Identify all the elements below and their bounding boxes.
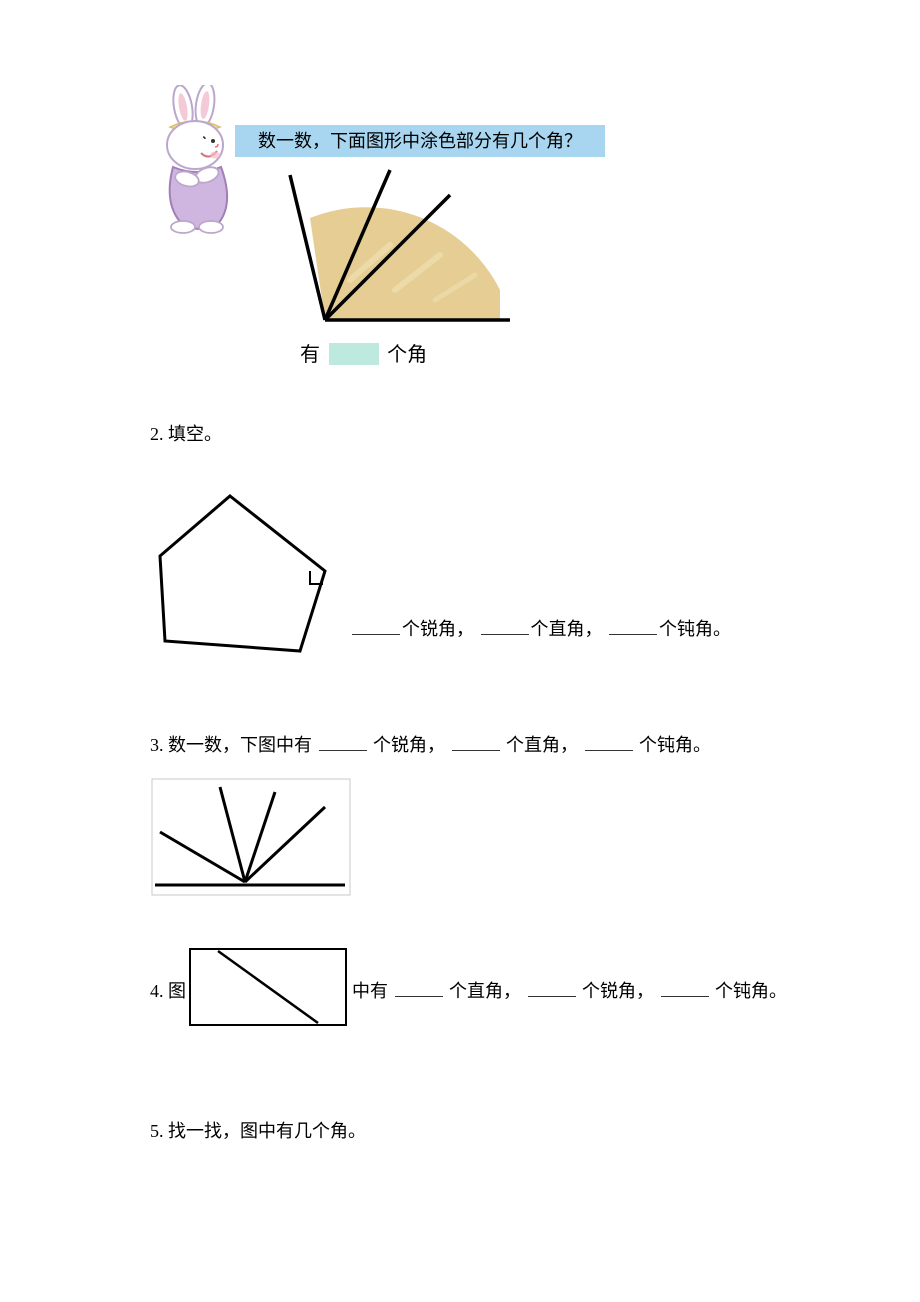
q4-blank-obtuse[interactable] [661, 979, 709, 997]
question-5: 5. 找一找，图中有几个角。 [150, 1117, 810, 1143]
q2-blank-right[interactable] [481, 617, 529, 635]
q4-blank-right[interactable] [395, 979, 443, 997]
question-1: 数一数，下面图形中涂色部分有几个角？ 有 个角 [150, 70, 810, 390]
q3-prompt-3: 个直角， [506, 735, 578, 755]
rabbit-illustration [145, 85, 255, 240]
q1-caption: 有 个角 [300, 338, 427, 367]
question-4: 4. 图 中有 个直角， 个锐角， 个钝角。 [150, 947, 810, 1032]
q4-figure [188, 947, 348, 1032]
q3-prompt-4: 个钝角。 [639, 735, 711, 755]
q2-blank-obtuse[interactable] [609, 617, 657, 635]
q4-blank-acute[interactable] [528, 979, 576, 997]
q2-blank-acute[interactable] [352, 617, 400, 635]
q3-prompt-1: 3. 数一数，下图中有 [150, 735, 312, 755]
q1-banner-text: 数一数，下面图形中涂色部分有几个角？ [258, 131, 582, 151]
q4-text: 中有 个直角， 个锐角， 个钝角。 [352, 977, 787, 1003]
q1-caption-prefix: 有 [300, 344, 320, 366]
q4-num: 4. 图 [150, 977, 186, 1003]
q1-caption-suffix: 个角 [387, 344, 427, 366]
q3-prompt-2: 个锐角， [373, 735, 445, 755]
q1-fill-blank[interactable] [329, 343, 379, 365]
q2-prompt: 2. 填空。 [150, 420, 810, 446]
q1-angle-figure [255, 160, 515, 340]
q2-pentagon [150, 491, 340, 666]
q3-blank-right[interactable] [452, 733, 500, 751]
q2-text: 个锐角， 个直角， 个钝角。 [340, 615, 731, 676]
q3-blank-acute[interactable] [319, 733, 367, 751]
question-3: 3. 数一数，下图中有 个锐角， 个直角， 个钝角。 [150, 731, 810, 757]
question-2: 个锐角， 个直角， 个钝角。 [150, 466, 810, 676]
q3-blank-obtuse[interactable] [585, 733, 633, 751]
q1-banner: 数一数，下面图形中涂色部分有几个角？ [235, 125, 605, 157]
q3-figure [150, 777, 810, 907]
